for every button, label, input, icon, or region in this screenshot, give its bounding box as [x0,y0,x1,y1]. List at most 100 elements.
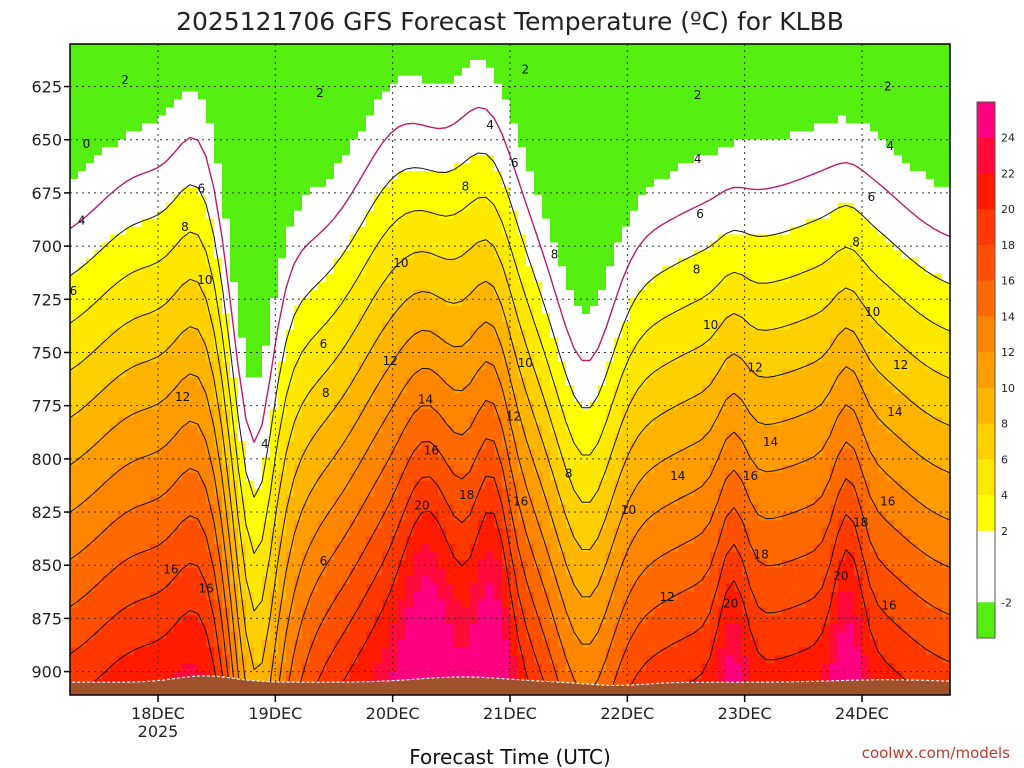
field-cell [854,393,863,402]
field-cell [598,305,607,315]
field-cell [198,305,207,315]
field-cell [550,313,559,323]
field-cell [558,369,567,379]
field-cell [286,305,295,315]
field-cell [454,274,463,283]
field-cell [862,44,871,53]
field-cell [382,171,391,180]
field-cell [446,99,455,109]
field-cell [286,171,295,180]
field-cell [718,178,727,188]
field-cell [758,361,767,371]
field-cell [630,393,639,402]
field-cell [374,337,383,347]
field-cell [486,147,495,156]
field-cell [310,385,319,394]
field-cell [830,258,839,267]
field-cell [230,282,239,291]
field-cell [838,178,847,188]
field-cell [902,290,911,299]
field-cell [934,393,943,402]
field-cell [542,210,551,220]
field-cell [94,353,103,363]
field-cell [798,274,807,283]
field-cell [934,242,943,252]
field-cell [358,298,367,307]
field-cell [78,329,87,339]
field-cell [430,377,439,386]
field-cell [166,313,175,323]
field-cell [470,171,479,180]
field-cell [814,202,823,212]
field-cell [902,218,911,228]
field-cell [86,83,95,93]
field-cell [318,298,327,307]
field-cell [166,131,175,140]
field-cell [774,210,783,220]
field-cell [102,321,111,331]
field-cell [270,385,279,394]
field-cell [582,99,591,109]
field-cell [374,91,383,101]
field-cell [134,258,143,267]
field-cell [470,298,479,307]
field-cell [374,67,383,77]
field-cell [182,337,191,347]
field-cell [734,171,743,180]
field-cell [814,353,823,363]
field-cell [182,59,191,69]
field-cell [830,202,839,212]
field-cell [790,147,799,156]
field-cell [638,226,647,236]
field-cell [886,202,895,212]
field-cell [734,345,743,355]
field-cell [654,99,663,109]
field-cell [94,377,103,386]
field-cell [78,83,87,93]
field-cell [150,67,159,77]
field-cell [294,178,303,188]
field-cell [422,115,431,124]
field-cell [102,123,111,132]
field-cell [166,385,175,394]
field-cell [150,44,159,53]
field-cell [358,250,367,259]
field-cell [806,107,815,117]
field-cell [590,353,599,363]
field-cell [910,234,919,244]
field-cell [470,115,479,124]
field-cell [742,321,751,331]
field-cell [774,147,783,156]
field-cell [886,385,895,394]
field-cell [374,163,383,172]
field-cell [286,369,295,379]
field-cell [870,186,879,196]
field-cell [702,123,711,132]
field-cell [478,305,487,315]
field-cell [118,234,127,244]
field-cell [398,91,407,101]
field-cell [718,345,727,355]
field-cell [126,99,135,109]
field-cell [902,163,911,172]
field-cell [646,282,655,291]
field-cell [502,218,511,228]
field-cell [582,210,591,220]
field-cell [606,250,615,259]
field-cell [182,75,191,85]
field-cell [542,377,551,386]
field-cell [342,321,351,331]
field-cell [894,99,903,109]
field-cell [438,369,447,379]
field-cell [598,155,607,164]
field-cell [86,75,95,85]
field-cell [446,250,455,259]
field-cell [510,385,519,394]
field-cell [382,234,391,244]
field-cell [238,250,247,259]
field-cell [150,377,159,386]
field-cell [590,218,599,228]
field-cell [710,67,719,77]
field-cell [190,329,199,339]
field-cell [142,313,151,323]
